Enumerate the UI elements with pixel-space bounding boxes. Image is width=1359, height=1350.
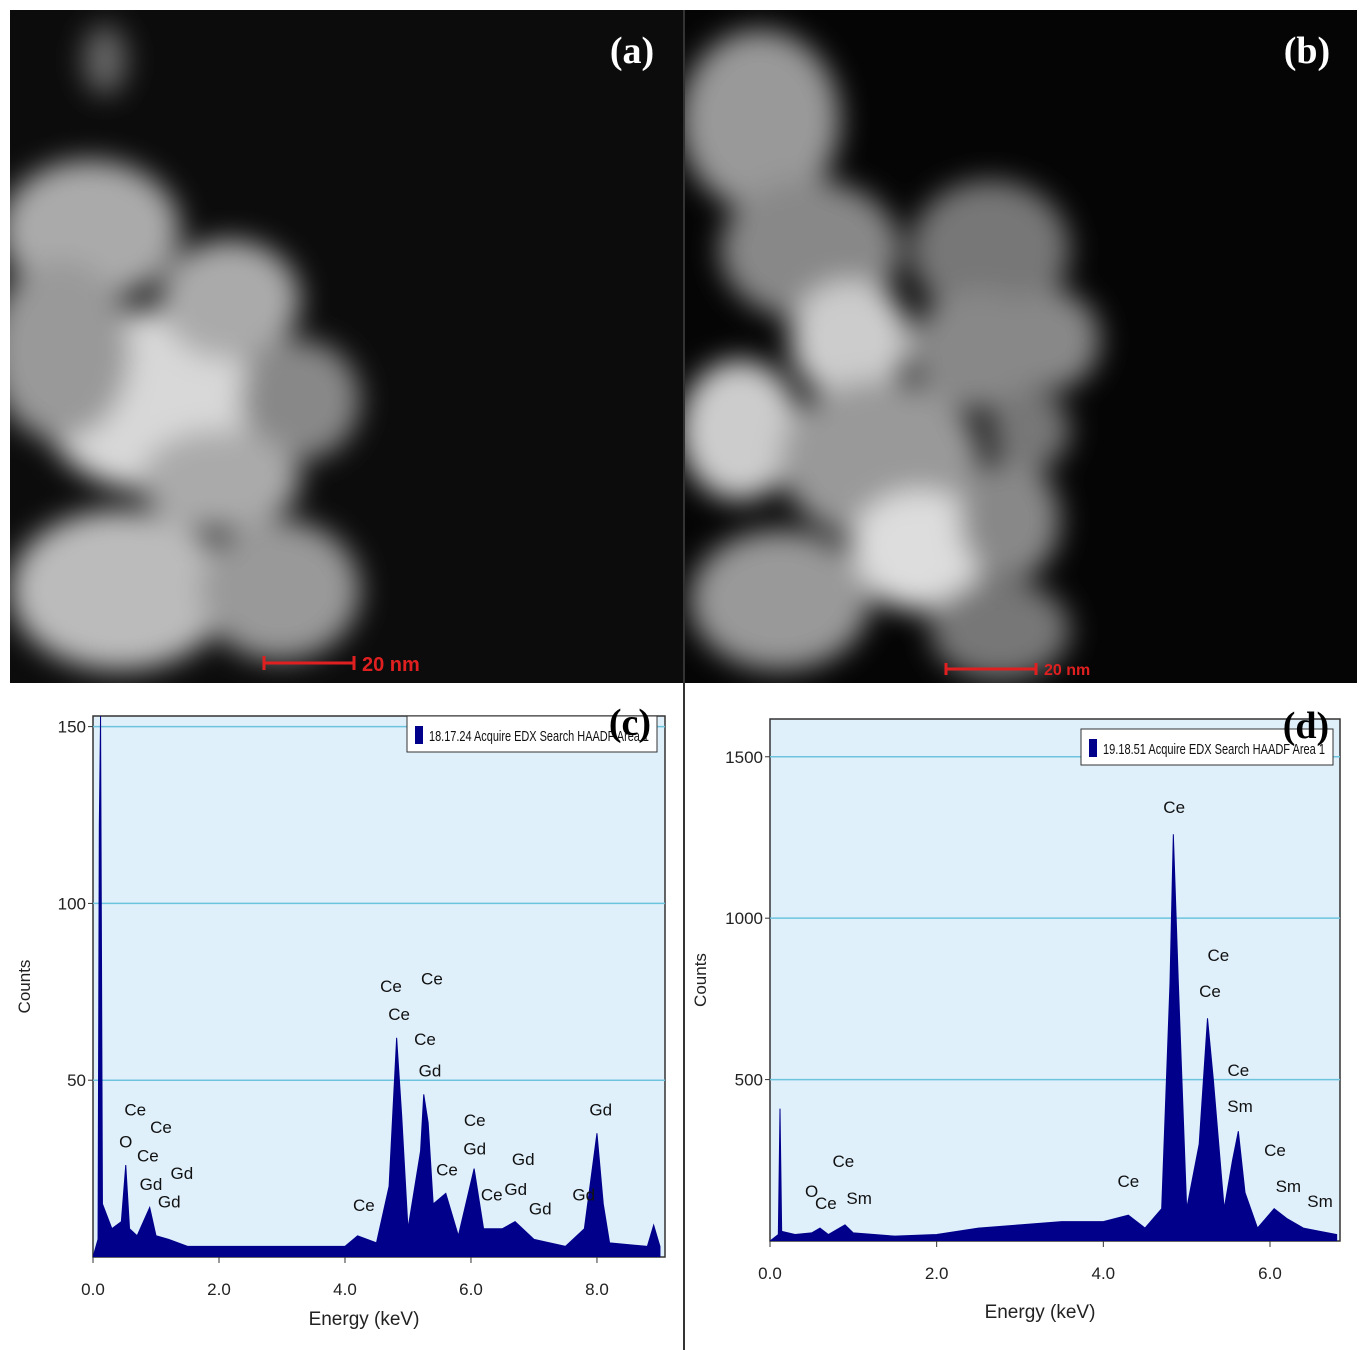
x-tick-label: 6.0 <box>459 1280 483 1299</box>
scale-bar-b <box>944 663 1038 675</box>
x-tick-label: 2.0 <box>207 1280 231 1299</box>
peak-label: Ce <box>481 1185 503 1204</box>
x-axis-label: Energy (keV) <box>985 1302 1096 1323</box>
peak-label: Gd <box>140 1175 163 1194</box>
peak-label: Ce <box>1227 1061 1249 1080</box>
y-tick-label: 150 <box>58 718 86 737</box>
panel-label: (d) <box>1283 705 1329 747</box>
x-tick-label: 4.0 <box>1092 1264 1116 1283</box>
peak-label: Ce <box>1264 1141 1286 1160</box>
legend <box>406 715 658 753</box>
peak-label: O <box>805 1182 818 1201</box>
legend-label: 19.18.51 Acquire EDX Search HAADF Area 1 <box>1103 741 1325 758</box>
peak-label: Ce <box>421 970 443 989</box>
x-tick-label: 6.0 <box>1258 1264 1282 1283</box>
x-tick-label: 8.0 <box>585 1280 609 1299</box>
spectrum <box>770 834 1338 1241</box>
peak-label: O <box>119 1132 132 1151</box>
panel-label: (c) <box>609 702 651 744</box>
y-tick-label: 500 <box>735 1071 763 1090</box>
peak-label: Ce <box>380 977 402 996</box>
y-axis-label: Counts <box>691 953 710 1007</box>
scale-label: 20 nm <box>1044 662 1090 679</box>
peak-label: Gd <box>572 1185 595 1204</box>
x-tick-label: 0.0 <box>758 1264 782 1283</box>
micrograph-b <box>685 10 1357 683</box>
peak-label: Ce <box>464 1111 486 1130</box>
y-axis-label: Counts <box>15 960 34 1014</box>
peak-label: Ce <box>388 1005 410 1024</box>
y-tick-label: 50 <box>67 1071 86 1090</box>
peak-label: Ce <box>353 1196 375 1215</box>
peak-label: Ce <box>436 1161 458 1180</box>
x-tick-label: 4.0 <box>333 1280 357 1299</box>
peak-label: Ce <box>1117 1172 1139 1191</box>
peak-label: Gd <box>504 1180 527 1199</box>
legend-swatch <box>415 726 423 744</box>
peak-label: Ce <box>1199 982 1221 1001</box>
scale-bar-a <box>262 656 356 670</box>
plot-area <box>769 718 1341 1242</box>
peak-label: Ce <box>832 1152 854 1171</box>
y-tick-label: 100 <box>58 894 86 913</box>
peak-label: Gd <box>419 1062 442 1081</box>
panel-label: (a) <box>610 30 654 72</box>
panel-label: (b) <box>1284 30 1330 72</box>
legend-label: 18.17.24 Acquire EDX Search HAADF Area 1 <box>429 728 649 745</box>
plot-area <box>92 715 666 1258</box>
peak-label: Gd <box>463 1139 486 1158</box>
peak-label: Ce <box>815 1194 837 1213</box>
peak-label: Ce <box>137 1147 159 1166</box>
peak-label: Gd <box>529 1200 552 1219</box>
x-tick-label: 2.0 <box>925 1264 949 1283</box>
y-tick-label: 1000 <box>725 909 763 928</box>
x-tick-label: 0.0 <box>81 1280 105 1299</box>
peak-label: Sm <box>1276 1177 1302 1196</box>
peak-label: Gd <box>158 1192 181 1211</box>
peak-label: Gd <box>170 1164 193 1183</box>
peak-label: Ce <box>414 1030 436 1049</box>
peak-label: Sm <box>846 1189 872 1208</box>
scale-label: 20 nm <box>362 654 420 676</box>
peak-label: Ce <box>124 1101 146 1120</box>
peak-label: Ce <box>1163 798 1185 817</box>
spectrum <box>93 716 661 1257</box>
y-tick-label: 1500 <box>725 748 763 767</box>
peak-label: Gd <box>589 1101 612 1120</box>
peak-label: Ce <box>150 1118 172 1137</box>
peak-label: Gd <box>512 1150 535 1169</box>
x-axis-label: Energy (keV) <box>309 1309 420 1330</box>
peak-label: Sm <box>1227 1097 1253 1116</box>
legend <box>1080 728 1334 766</box>
micrograph-a <box>10 10 683 683</box>
legend-swatch <box>1089 739 1097 757</box>
peak-label: Ce <box>1207 946 1229 965</box>
peak-label: Sm <box>1307 1192 1333 1211</box>
